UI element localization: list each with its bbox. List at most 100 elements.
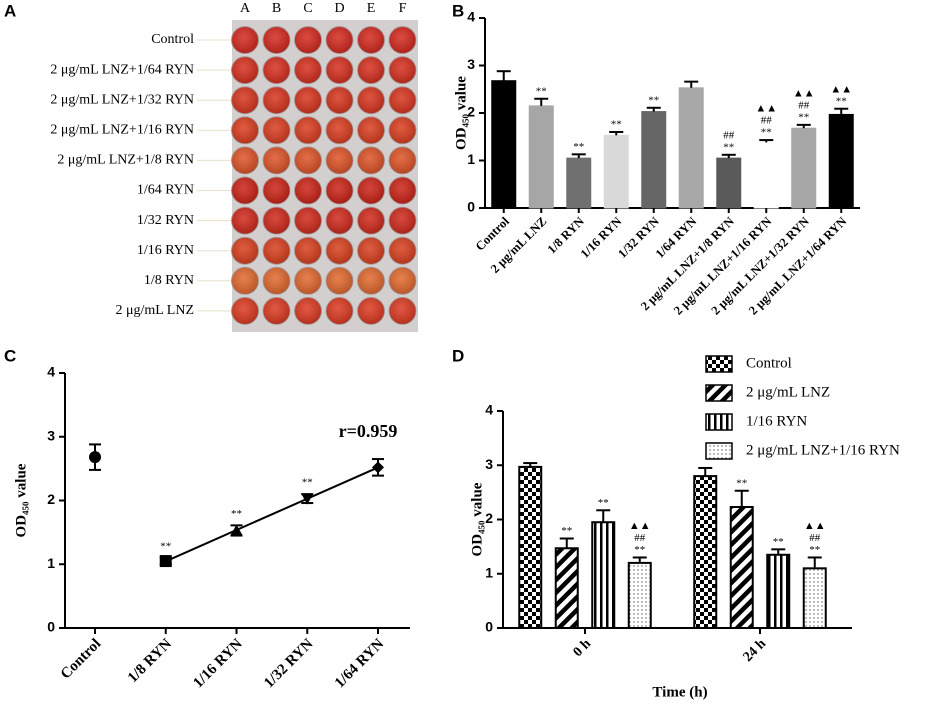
y-tick-label: 4: [467, 9, 475, 25]
y-tick-label: 3: [485, 456, 493, 472]
well-shade: [389, 116, 416, 144]
error-bar: [609, 131, 624, 136]
bar: [716, 157, 742, 209]
annotation: ▲▲: [804, 520, 826, 532]
x-tick-label: 1/32 RYN: [261, 636, 317, 692]
x-tick-label: 0 h: [571, 636, 595, 660]
annotation: **: [573, 141, 584, 153]
y-tick-label: 1: [485, 564, 493, 580]
well-shade: [294, 146, 322, 174]
bar: [791, 127, 817, 209]
well-shade: [357, 146, 385, 174]
y-tick-label: 1: [467, 151, 475, 167]
well-shade: [294, 267, 322, 295]
well-shade: [231, 56, 259, 84]
bar: [641, 111, 667, 209]
point: [230, 524, 243, 536]
well-shade: [263, 86, 290, 114]
well-shade: [389, 26, 416, 54]
plate-row-label: 2 μg/mL LNZ+1/64 RYN: [50, 62, 194, 77]
annotation: ##: [723, 129, 735, 141]
y-tick-label: 4: [485, 402, 493, 418]
plate-row-label: 1/8 RYN: [144, 273, 194, 288]
well-shade: [326, 237, 353, 265]
x-tick-label: Control: [58, 636, 104, 682]
annotation: **: [773, 536, 784, 548]
well-shade: [294, 207, 322, 235]
annotation: ▲▲: [793, 87, 815, 99]
error-bar: [698, 466, 713, 477]
fit-line: [165, 466, 379, 563]
well-shade: [231, 177, 259, 204]
panel-label: D: [452, 346, 464, 365]
error-bar: [571, 153, 586, 159]
y-tick-label: 2: [485, 510, 493, 526]
annotation: ##: [634, 532, 646, 544]
bar: [828, 113, 854, 209]
well-shade: [294, 86, 322, 114]
bar: [603, 134, 629, 209]
well-shade: [389, 56, 416, 84]
plate-row-label: 1/16 RYN: [137, 243, 194, 258]
well-shade: [389, 177, 416, 204]
well-shade: [263, 207, 290, 235]
well-shade: [357, 116, 385, 144]
annotation: **: [160, 540, 171, 552]
error-bar: [523, 462, 538, 467]
panel-label: A: [4, 1, 16, 20]
error-bar: [721, 153, 736, 159]
well-shade: [231, 116, 259, 144]
well-shade: [231, 267, 259, 295]
plate-column-label: B: [272, 1, 281, 16]
x-axis-title: Time (h): [652, 684, 707, 700]
legend-label: Control: [746, 355, 792, 371]
y-tick-label: 0: [47, 619, 55, 635]
error-bar: [759, 139, 774, 143]
error-bar: [834, 107, 849, 115]
y-tick-label: 0: [485, 619, 493, 635]
plate-column-label: F: [399, 1, 407, 16]
y-tick-label: 4: [47, 364, 55, 380]
well-shade: [357, 297, 385, 325]
error-bar: [771, 548, 786, 555]
well-shade: [326, 116, 353, 144]
bar: [491, 80, 517, 209]
well-shade: [357, 267, 385, 295]
well-shade: [263, 146, 290, 174]
well-shade: [326, 86, 353, 114]
plate-column-label: A: [240, 1, 251, 16]
bar: [678, 87, 704, 209]
well-shade: [263, 116, 290, 144]
annotation: ##: [809, 532, 821, 544]
well-shade: [326, 267, 353, 295]
annotation: **: [598, 497, 609, 509]
well-shade: [231, 237, 259, 265]
error-bar: [632, 556, 647, 563]
bar: [693, 475, 718, 629]
well-shade: [389, 207, 416, 235]
well-shade: [389, 297, 416, 325]
well-shade: [231, 207, 259, 235]
bar: [766, 553, 791, 630]
plate-row-label: Control: [151, 32, 194, 47]
annotation: **: [302, 477, 313, 489]
x-tick-label: 1/8 RYN: [125, 636, 175, 686]
well-shade: [389, 267, 416, 295]
annotation: **: [736, 477, 747, 489]
error-bar: [596, 509, 611, 523]
error-bar: [684, 80, 699, 88]
well-shade: [263, 267, 290, 295]
x-tick-label: 1/64 RYN: [332, 636, 388, 692]
plate-column-label: D: [334, 1, 344, 16]
annotation: **: [836, 95, 847, 107]
well-shade: [357, 237, 385, 265]
well-shade: [294, 297, 322, 325]
well-shade: [263, 237, 290, 265]
well-shade: [294, 177, 322, 204]
bar: [554, 547, 579, 629]
annotation-text: r=0.959: [339, 421, 398, 441]
well-shade: [294, 116, 322, 144]
x-tick-label: 24 h: [741, 636, 770, 665]
well-shade: [294, 237, 322, 265]
